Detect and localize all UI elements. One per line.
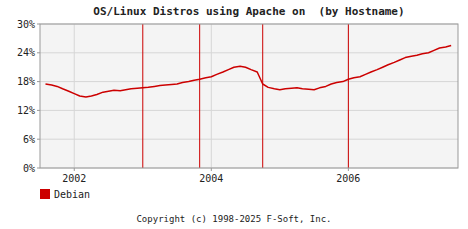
tick-label: 12% bbox=[17, 105, 35, 116]
tick bbox=[37, 110, 40, 111]
tick-label: 6% bbox=[23, 134, 35, 145]
grid-line bbox=[40, 110, 458, 111]
tick-label: 0% bbox=[23, 163, 35, 174]
plot-frame bbox=[40, 24, 458, 168]
grid bbox=[40, 24, 458, 168]
vertical-line bbox=[262, 24, 263, 168]
tick bbox=[348, 168, 349, 171]
chart: 0% 6% 12% 18% 24% 30% 2002 2004 2006 OS/Linux Dis… bbox=[0, 0, 468, 229]
plot-area bbox=[40, 24, 458, 168]
tick-label: 24% bbox=[17, 47, 35, 58]
legend-label: Debian bbox=[54, 189, 90, 200]
title: OS/Linux Distros using Apache on (by Hos… bbox=[93, 5, 404, 18]
tick bbox=[74, 168, 75, 171]
tick-label: 2004 bbox=[199, 173, 223, 184]
tick bbox=[37, 24, 40, 25]
tick-label: 2006 bbox=[336, 173, 360, 184]
grid-line bbox=[40, 52, 458, 53]
tick-label: 30% bbox=[17, 19, 35, 30]
tick bbox=[37, 139, 40, 140]
tick-label: 2002 bbox=[62, 173, 86, 184]
line bbox=[45, 46, 451, 97]
marks bbox=[45, 24, 451, 168]
legend-swatch bbox=[40, 189, 50, 199]
tick bbox=[37, 168, 40, 169]
caption: Copyright (c) 1998-2025 F-Soft, Inc. bbox=[136, 214, 331, 224]
grid-line bbox=[74, 24, 75, 168]
tick bbox=[37, 52, 40, 53]
tick bbox=[211, 168, 212, 171]
grid-line bbox=[211, 24, 212, 168]
tick bbox=[37, 81, 40, 82]
vertical-line bbox=[142, 24, 143, 168]
legend: Debian bbox=[40, 189, 90, 200]
grid-line bbox=[348, 24, 349, 168]
grid-line bbox=[40, 139, 458, 140]
tick-label: 18% bbox=[17, 76, 35, 87]
vertical-line bbox=[348, 24, 349, 168]
grid-line bbox=[40, 81, 458, 82]
vertical-line bbox=[199, 24, 200, 168]
